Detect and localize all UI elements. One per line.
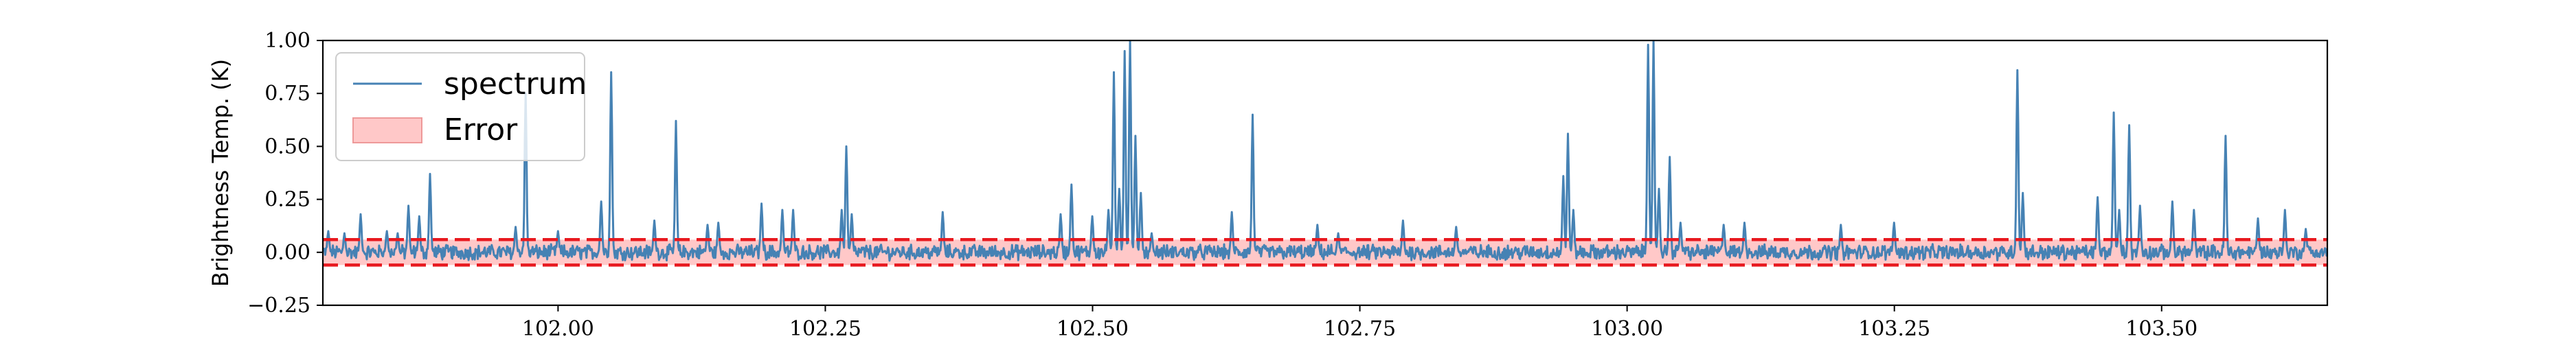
y-tick-label: −0.25 (247, 294, 310, 318)
legend: spectrum Error (335, 52, 587, 161)
x-tick-label: 102.25 (789, 317, 861, 341)
y-tick-label: 0.00 (264, 241, 310, 265)
plot-frame (321, 39, 2329, 307)
x-tick-label: 103.50 (2125, 317, 2197, 341)
x-tick-label: 102.50 (1057, 317, 1129, 341)
y-tick-label: 0.75 (264, 82, 310, 106)
x-tick-label: 102.00 (522, 317, 594, 341)
legend-spectrum-label: spectrum (444, 67, 587, 102)
x-tick-label: 103.00 (1591, 317, 1663, 341)
x-tick-label: 103.25 (1858, 317, 1930, 341)
legend-error-label: Error (444, 113, 518, 147)
x-tick-label: 102.75 (1324, 317, 1396, 341)
y-axis-title: Brightness Temp. (K) (207, 59, 234, 287)
y-tick-label: 0.25 (264, 188, 310, 212)
spectrum-line (323, 40, 2327, 262)
y-tick-label: 0.50 (264, 134, 310, 158)
legend-error-swatch (352, 117, 422, 143)
y-tick-label: 1.00 (264, 29, 310, 53)
